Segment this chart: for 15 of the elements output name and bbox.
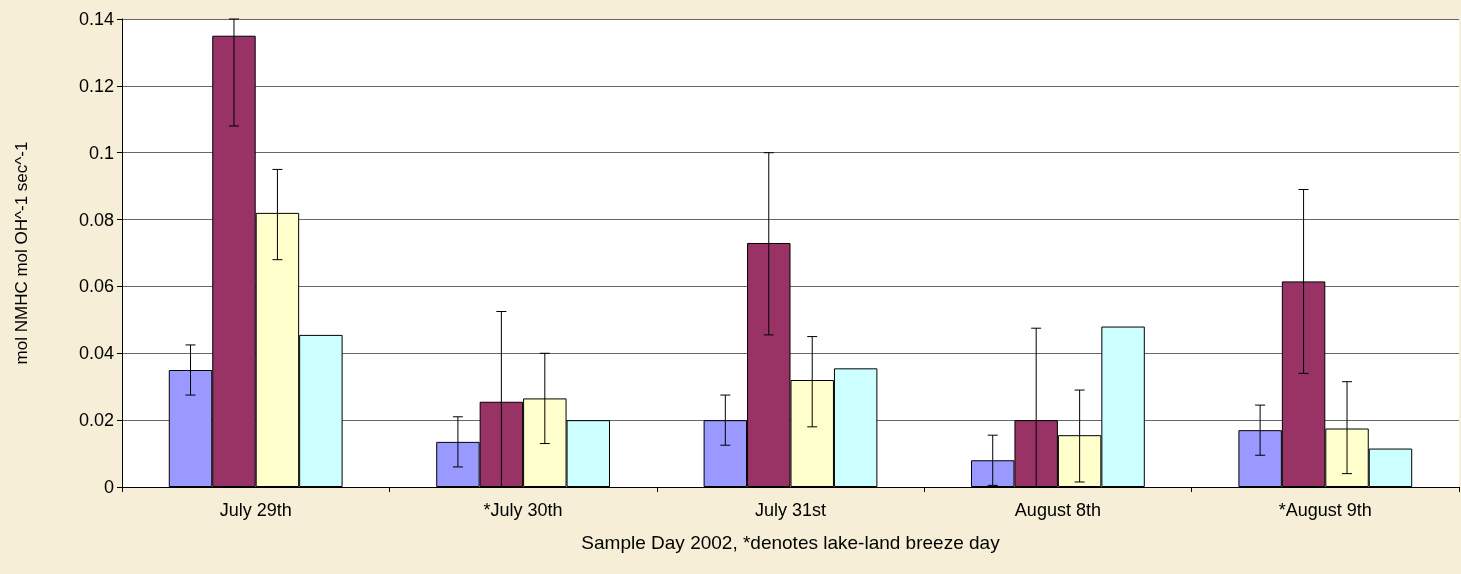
x-tick-label: August 8th bbox=[1014, 500, 1101, 520]
y-tick-label: 0.12 bbox=[78, 75, 114, 96]
x-tick-label: July 29th bbox=[219, 500, 292, 520]
y-tick-label: 0.14 bbox=[78, 9, 114, 29]
y-tick-label: 0.08 bbox=[78, 209, 114, 230]
y-tick-label: 0.1 bbox=[88, 142, 114, 163]
x-tick-label: July 31st bbox=[754, 500, 827, 520]
y-tick-label: 0.06 bbox=[78, 276, 114, 297]
x-axis-title: Sample Day 2002, *denotes lake-land breeze day bbox=[581, 532, 1001, 553]
y-tick-label: 0.04 bbox=[78, 343, 114, 364]
x-tick-label: *August 9th bbox=[1278, 500, 1372, 520]
x-tick-label: *July 30th bbox=[483, 500, 563, 520]
y-tick-label: 0 bbox=[103, 477, 114, 497]
y-tick-label: 0.02 bbox=[78, 410, 114, 431]
y-axis-title: mol NMHC mol OH^-1 sec^-1 bbox=[12, 141, 31, 365]
